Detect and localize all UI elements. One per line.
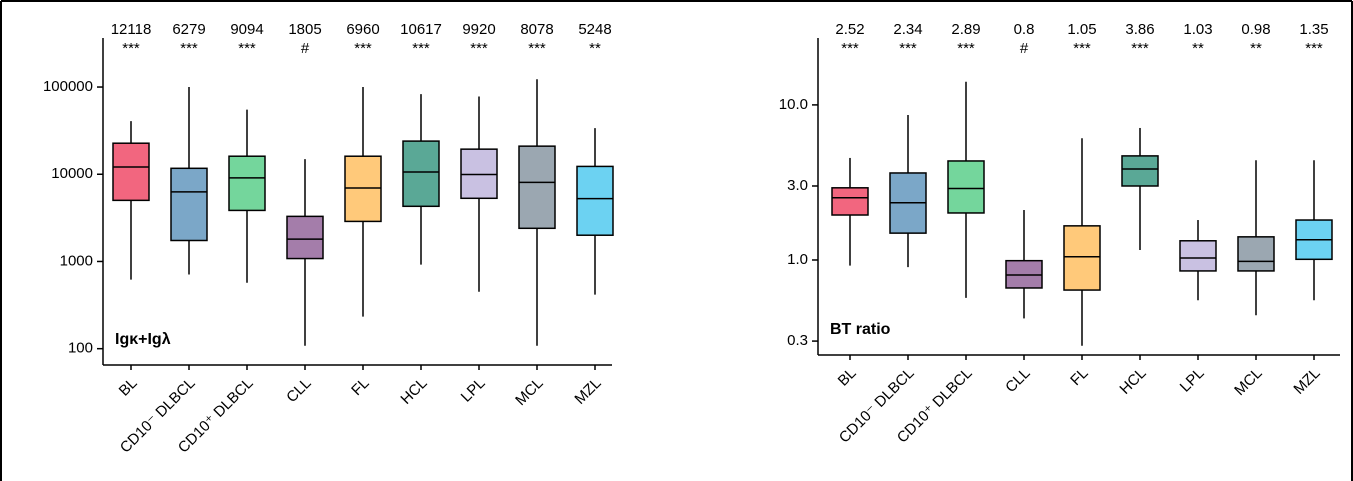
median-label: 10617	[400, 21, 442, 38]
significance: ***	[412, 40, 430, 57]
median-label: 6279	[172, 21, 205, 38]
box	[344, 155, 382, 223]
x-tick-label: MZL	[1290, 365, 1323, 398]
x-tick-label: FL	[1067, 365, 1091, 389]
box	[402, 140, 440, 208]
box	[518, 145, 556, 230]
significance: ***	[122, 40, 140, 57]
significance: ***	[957, 40, 975, 57]
y-tick-label: 100000	[43, 78, 93, 95]
y-tick-label: 3.0	[787, 177, 808, 194]
y-tick-label: 100	[68, 340, 93, 357]
significance: ***	[528, 40, 546, 57]
median-label: 2.34	[893, 21, 922, 38]
x-tick-label: LPL	[1177, 365, 1208, 396]
median-label: 2.89	[951, 21, 980, 38]
x-tick-label: BL	[116, 375, 141, 400]
median-label: 6960	[346, 21, 379, 38]
box	[1121, 155, 1159, 187]
median-label: 1.03	[1183, 21, 1212, 38]
median-label: 0.8	[1014, 21, 1035, 38]
box	[947, 160, 985, 214]
significance: ***	[354, 40, 372, 57]
panel-label: Igκ+Igλ	[115, 331, 171, 348]
x-tick-label: BL	[835, 365, 860, 390]
x-tick-label: HCL	[397, 375, 430, 408]
significance: **	[589, 40, 601, 57]
x-tick-label: MCL	[1231, 365, 1265, 399]
median-label: 8078	[520, 21, 553, 38]
box	[460, 148, 498, 200]
median-label: 0.98	[1241, 21, 1270, 38]
significance: ***	[1305, 40, 1323, 57]
median-label: 1.05	[1067, 21, 1096, 38]
box	[1179, 240, 1217, 272]
significance: ***	[1131, 40, 1149, 57]
median-label: 9920	[462, 21, 495, 38]
box	[228, 155, 266, 212]
x-tick-label: CLL	[1002, 365, 1033, 396]
x-tick-label: MZL	[571, 375, 604, 408]
y-tick-label: 1000	[60, 252, 93, 269]
median-label: 9094	[230, 21, 263, 38]
y-tick-label: 10.0	[779, 96, 808, 113]
median-label: 2.52	[835, 21, 864, 38]
significance: **	[1192, 40, 1204, 57]
box	[1063, 225, 1101, 291]
median-label: 1805	[288, 21, 321, 38]
box	[1237, 236, 1275, 272]
x-tick-label: FL	[348, 375, 372, 399]
median-label: 1.35	[1299, 21, 1328, 38]
significance: ***	[180, 40, 198, 57]
median-label: 5248	[578, 21, 611, 38]
significance: ***	[238, 40, 256, 57]
median-label: 3.86	[1125, 21, 1154, 38]
significance: ***	[1073, 40, 1091, 57]
x-tick-label: MCL	[512, 375, 546, 409]
box	[831, 187, 869, 216]
significance: #	[301, 40, 310, 57]
y-tick-label: 0.3	[787, 332, 808, 349]
panel-label: BT ratio	[830, 321, 891, 338]
x-tick-label: HCL	[1116, 365, 1149, 398]
box	[112, 142, 150, 202]
significance: #	[1020, 40, 1029, 57]
box	[170, 167, 208, 242]
box	[286, 215, 324, 260]
significance: ***	[841, 40, 859, 57]
x-tick-label: LPL	[458, 375, 489, 406]
median-label: 12118	[111, 21, 152, 38]
x-tick-label: CLL	[283, 375, 314, 406]
significance: ***	[470, 40, 488, 57]
y-tick-label: 10000	[51, 165, 93, 182]
significance: ***	[899, 40, 917, 57]
box	[576, 165, 614, 236]
significance: **	[1250, 40, 1262, 57]
y-tick-label: 1.0	[787, 251, 808, 268]
